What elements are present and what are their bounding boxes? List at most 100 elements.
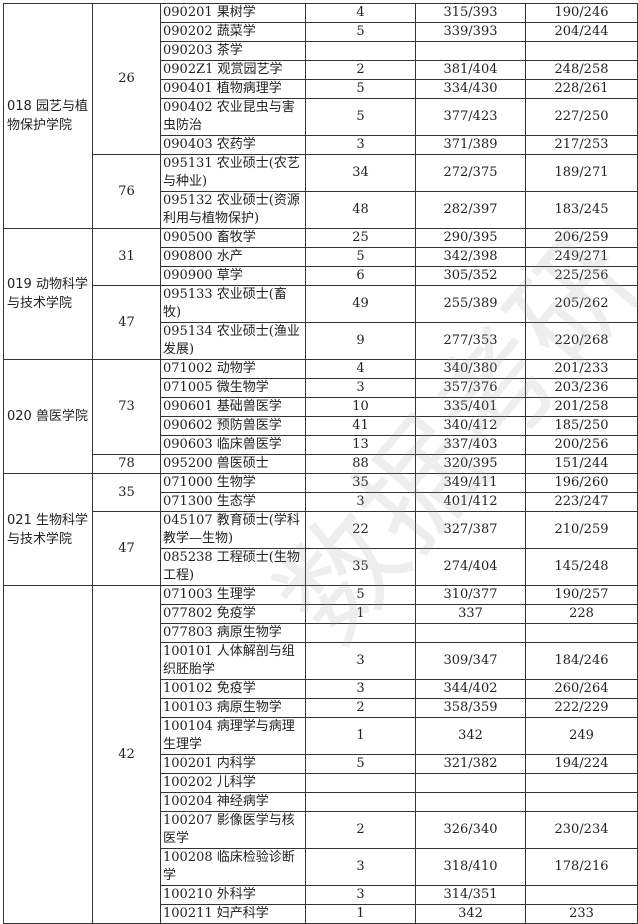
major-cell: 090403 农药学	[160, 135, 306, 155]
count-cell: 49	[305, 285, 416, 323]
count-cell: 2	[305, 811, 416, 849]
table-row: 071300 生态学 3 401/412 223/247	[4, 492, 638, 512]
score-b-cell: 189/271	[525, 154, 638, 192]
major-cell: 090602 预防兽医学	[160, 416, 306, 436]
table-row: 090403 农药学 3 371/389 217/253	[4, 135, 638, 155]
score-a-cell: 310/377	[415, 585, 526, 605]
score-a-cell: 274/404	[415, 548, 526, 586]
score-a-cell	[415, 773, 526, 793]
count-cell: 3	[305, 679, 416, 699]
major-cell: 077803 病原生物学	[160, 623, 306, 643]
table-row: 100208 临床检验诊断学 3 318/410 178/216	[4, 848, 638, 886]
score-b-cell: 260/264	[525, 679, 638, 699]
table-row: 090602 预防兽医学 41 340/412 185/250	[4, 416, 638, 436]
score-a-cell: 282/397	[415, 191, 526, 229]
score-b-cell: 233	[525, 904, 638, 924]
count-cell: 5	[305, 247, 416, 267]
count-cell: 2	[305, 698, 416, 718]
score-b-cell: 217/253	[525, 135, 638, 155]
score-b-cell: 183/245	[525, 191, 638, 229]
count-cell: 1	[305, 904, 416, 924]
table-row: 100207 影像医学与核医学 2 326/340 230/234	[4, 811, 638, 849]
score-a-cell: 340/380	[415, 359, 526, 379]
score-b-cell: 220/268	[525, 322, 638, 360]
major-cell: 085238 工程硕士(生物工程)	[160, 548, 306, 586]
score-a-cell: 326/340	[415, 811, 526, 849]
table-row: 077803 病原生物学	[4, 623, 638, 643]
count-cell: 5	[305, 22, 416, 42]
count-cell: 3	[305, 378, 416, 398]
major-cell: 090900 草学	[160, 266, 306, 286]
group-total-cell: 35	[92, 473, 161, 512]
college-cell	[3, 585, 93, 924]
count-cell	[305, 792, 416, 812]
score-a-cell: 340/412	[415, 416, 526, 436]
score-a-cell: 334/430	[415, 79, 526, 99]
group-total-cell: 78	[92, 454, 161, 474]
college-cell: 021 生物科学与技术学院	[3, 473, 93, 586]
major-cell: 100208 临床检验诊断学	[160, 848, 306, 886]
score-a-cell: 272/375	[415, 154, 526, 192]
group-total-cell: 76	[92, 154, 161, 229]
score-a-cell	[415, 623, 526, 643]
major-cell: 095134 农业硕士(渔业发展)	[160, 322, 306, 360]
score-b-cell: 151/244	[525, 454, 638, 474]
count-cell: 6	[305, 266, 416, 286]
count-cell: 3	[305, 492, 416, 512]
count-cell: 4	[305, 359, 416, 379]
major-cell: 090202 蔬菜学	[160, 22, 306, 42]
major-cell: 100202 儿科学	[160, 773, 306, 793]
score-b-cell: 210/259	[525, 511, 638, 549]
count-cell: 35	[305, 473, 416, 493]
table-row: 090402 农业昆虫与害虫防治 5 377/423 227/250	[4, 98, 638, 136]
count-cell: 3	[305, 642, 416, 680]
score-b-cell: 185/250	[525, 416, 638, 436]
count-cell: 2	[305, 60, 416, 80]
table-row: 018 园艺与植物保护学院 26 090201 果树学 4 315/393 190/246	[3, 3, 638, 229]
major-cell: 095200 兽医硕士	[160, 454, 306, 474]
major-cell: 100204 神经病学	[160, 792, 306, 812]
table-row: 100210 外科学 3 314/351	[4, 885, 638, 905]
score-a-cell: 371/389	[415, 135, 526, 155]
count-cell: 41	[305, 416, 416, 436]
score-a-cell: 314/351	[415, 885, 526, 905]
score-a-cell: 344/402	[415, 679, 526, 699]
score-b-cell: 184/246	[525, 642, 638, 680]
score-a-cell: 357/376	[415, 378, 526, 398]
score-b-cell: 203/236	[525, 378, 638, 398]
count-cell: 5	[305, 79, 416, 99]
major-cell: 100210 外科学	[160, 885, 306, 905]
major-cell: 100201 内科学	[160, 754, 306, 774]
major-cell: 077802 免疫学	[160, 604, 306, 624]
table-row: 0902Z1 观赏园艺学 2 381/404 248/258	[4, 60, 638, 80]
table-row: 78 095200 兽医硕士 88 320/395 151/244	[4, 454, 638, 474]
score-a-cell: 381/404	[415, 60, 526, 80]
count-cell: 5	[305, 98, 416, 136]
score-a-cell: 255/389	[415, 285, 526, 323]
count-cell: 3	[305, 135, 416, 155]
admission-score-table: 018 园艺与植物保护学院 26 090201 果树学 4 315/393 190/246…	[3, 3, 638, 924]
count-cell: 4	[305, 3, 416, 23]
score-a-cell: 290/395	[415, 228, 526, 248]
table-row: 100204 神经病学	[4, 792, 638, 812]
table-row: 090401 植物病理学 5 334/430 228/261	[4, 79, 638, 99]
group-total-cell: 42	[92, 585, 161, 924]
score-b-cell: 196/260	[525, 473, 638, 493]
score-a-cell: 358/359	[415, 698, 526, 718]
major-cell: 090500 畜牧学	[160, 228, 306, 248]
score-a-cell: 401/412	[415, 492, 526, 512]
score-a-cell: 305/352	[415, 266, 526, 286]
table-row: 090900 草学 6 305/352 225/256	[4, 266, 638, 286]
table-body: 018 园艺与植物保护学院 26 090201 果树学 4 315/393 190/246…	[3, 3, 638, 924]
table-row: 100201 内科学 5 321/382 194/224	[4, 754, 638, 774]
college-cell: 020 兽医学院	[3, 359, 93, 474]
score-a-cell: 339/393	[415, 22, 526, 42]
score-b-cell: 204/244	[525, 22, 638, 42]
table-row: 47 045107 教育硕士(学科教学—生物) 22 327/387 210/259	[4, 511, 638, 586]
score-a-cell: 335/401	[415, 397, 526, 417]
score-b-cell: 194/224	[525, 754, 638, 774]
score-b-cell: 230/234	[525, 811, 638, 849]
score-b-cell	[525, 792, 638, 812]
score-b-cell: 228	[525, 604, 638, 624]
table-row: 100102 免疫学 3 344/402 260/264	[4, 679, 638, 699]
